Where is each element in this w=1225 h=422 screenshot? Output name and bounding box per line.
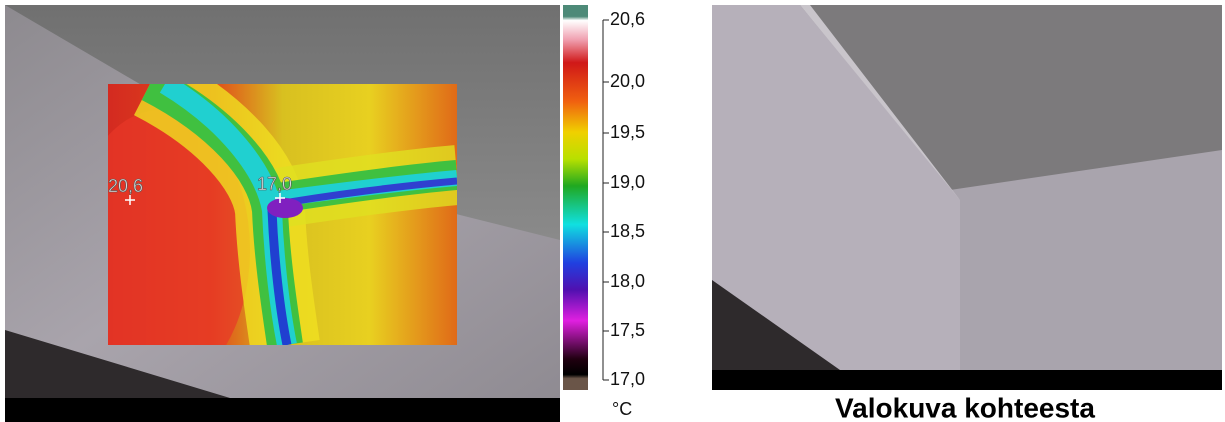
scale-tick-label: 19,0 xyxy=(610,172,645,192)
scale-tick-label: 20,0 xyxy=(610,71,645,91)
scale-tick-label: 18,5 xyxy=(610,221,645,241)
scale-tick-label: 17,0 xyxy=(610,369,645,389)
photo-caption: Valokuva kohteesta xyxy=(835,392,1095,422)
photo xyxy=(712,5,1222,390)
scale-tick-label: 18,0 xyxy=(610,271,645,291)
scale-tick-label: 20,6 xyxy=(610,9,645,29)
scale-tick-label: 19,5 xyxy=(610,122,645,142)
spot-label: 20,6 xyxy=(108,176,143,196)
screen: 20,6 17,0 20,6 20,0 19,5 19,0 18,5 18,0 17,5 17… xyxy=(0,0,1225,422)
thermal-overlay xyxy=(70,84,457,390)
color-scale xyxy=(563,5,588,390)
scale-tick-label: 17,5 xyxy=(610,320,645,340)
scale-unit: °C xyxy=(612,399,632,419)
spot-label: 17,0 xyxy=(257,174,292,194)
